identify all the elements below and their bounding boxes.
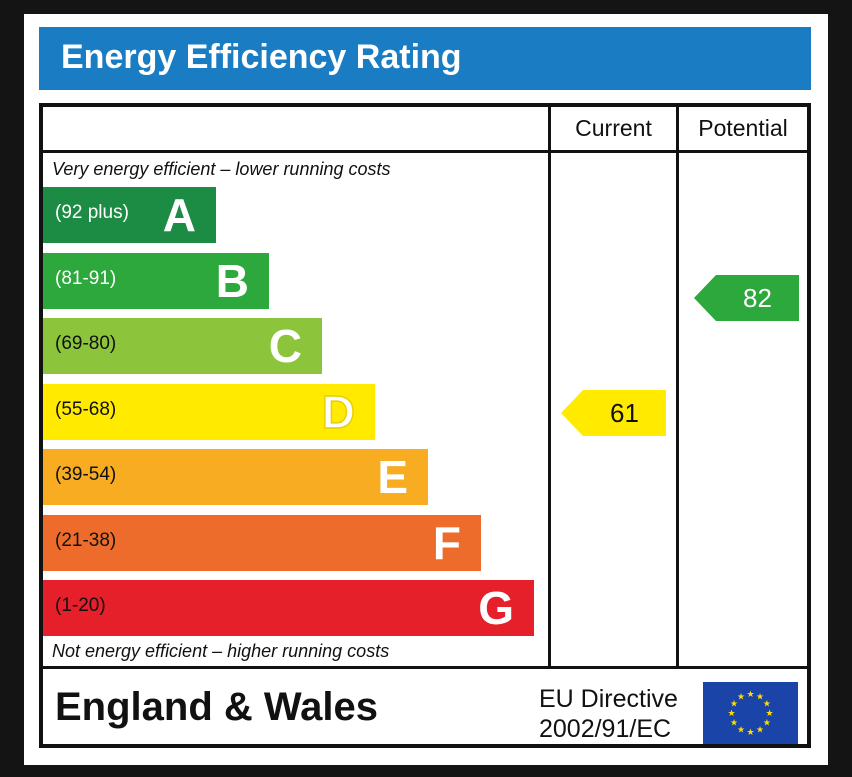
band-b: (81-91) B: [43, 252, 269, 309]
eu-star-icon: ★: [737, 725, 745, 735]
band-f: (21-38) F: [43, 514, 481, 571]
band-letter: D: [321, 385, 356, 439]
footer-divider: [43, 666, 807, 669]
eu-star-icon: ★: [730, 719, 738, 729]
current-arrow-shape: [561, 390, 666, 436]
divider-current: [548, 107, 551, 666]
current-rating-value: 61: [610, 398, 639, 428]
band-letter: C: [268, 320, 302, 372]
bottom-caption: Not energy efficient – higher running co…: [52, 641, 390, 661]
band-e: (39-54) E: [43, 449, 428, 505]
band-range: (92 plus): [55, 202, 129, 223]
footer-country: England & Wales: [55, 685, 379, 729]
band-letter: F: [432, 516, 461, 569]
eu-star-icon: ★: [756, 725, 764, 735]
eu-star-icon: ★: [746, 690, 754, 700]
band-range: (1-20): [55, 595, 106, 616]
band-g: (1-20) G: [43, 580, 534, 636]
band-d: (55-68) D: [43, 383, 375, 440]
band-range: (39-54): [55, 464, 117, 485]
band-range: (81-91): [55, 267, 117, 289]
band-c: (69-80) C: [43, 318, 322, 374]
top-caption: Very energy efficient – lower running co…: [52, 159, 391, 179]
band-a: (92 plus) A: [43, 187, 216, 243]
chart-title: Energy Efficiency Rating: [61, 38, 462, 76]
eu-star-icon: ★: [756, 693, 764, 703]
column-current: Current: [575, 115, 652, 141]
current-rating-arrow: 61: [561, 390, 666, 436]
band-letter: E: [377, 451, 408, 503]
eu-flag-icon: ★ ★ ★ ★ ★ ★ ★ ★ ★ ★ ★ ★: [703, 682, 798, 744]
header-divider: [43, 150, 807, 153]
eu-star-icon: ★: [730, 700, 738, 710]
eu-directive: EU Directive 2002/91/EC: [539, 684, 678, 744]
potential-arrow-shape: [694, 275, 799, 321]
rating-table: Current Potential Very energy efficient …: [39, 103, 811, 748]
band-letter: G: [478, 582, 514, 634]
eu-star-icon: ★: [737, 693, 745, 703]
title-bar: Energy Efficiency Rating: [39, 27, 811, 90]
band-letter: B: [215, 254, 249, 307]
band-range: (55-68): [55, 398, 117, 420]
energy-rating-card: Energy Efficiency Rating Current Potenti…: [24, 14, 828, 765]
eu-star-icon: ★: [765, 709, 773, 719]
divider-potential: [676, 107, 679, 666]
band-range: (21-38): [55, 529, 117, 551]
eu-star-icon: ★: [727, 709, 735, 719]
eu-star-icon: ★: [763, 719, 771, 729]
potential-rating-value: 82: [743, 283, 772, 313]
eu-star-icon: ★: [763, 700, 771, 710]
potential-rating-arrow: 82: [694, 275, 799, 321]
directive-line1: EU Directive: [539, 685, 678, 713]
band-letter: A: [162, 189, 196, 241]
directive-line2: 2002/91/EC: [539, 715, 672, 743]
column-potential: Potential: [698, 115, 788, 141]
band-range: (69-80): [55, 333, 117, 354]
eu-star-icon: ★: [746, 728, 754, 738]
